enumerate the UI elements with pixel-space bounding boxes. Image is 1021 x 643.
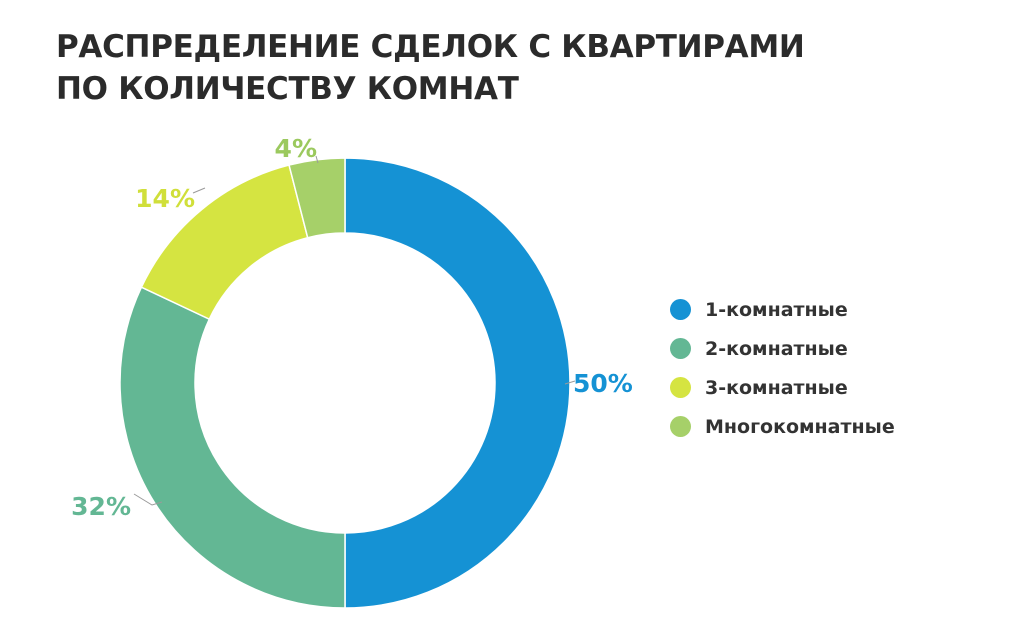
data-label-1-комнатные: 50%: [573, 369, 633, 398]
legend-marker-icon: [670, 416, 691, 437]
legend-marker-icon: [670, 338, 691, 359]
data-label-3-комнатные: 14%: [135, 184, 195, 213]
chart-title-line-1: РАСПРЕДЕЛЕНИЕ СДЕЛОК С КВАРТИРАМИ: [56, 29, 805, 65]
slice-2-комнатные: [119, 286, 346, 609]
leader-line-1-комнатные: [564, 380, 576, 385]
data-label-2-комнатные: 32%: [71, 492, 131, 521]
legend-item-2-комнатные: 2-комнатные: [670, 329, 895, 368]
data-label-многокомнатные: 4%: [275, 134, 317, 163]
leader-line-многокомнатные: [315, 155, 319, 164]
legend-label: 2-комнатные: [705, 337, 848, 360]
legend-item-3-комнатные: 3-комнатные: [670, 368, 895, 407]
slice-1-комнатные: [344, 157, 571, 609]
legend-marker-icon: [670, 299, 691, 320]
leader-line-3-комнатные: [192, 187, 206, 194]
legend: 1-комнатные 2-комнатные 3-комнатные Многоко…: [670, 290, 895, 446]
chart-title: РАСПРЕДЕЛЕНИЕ СДЕЛОК С КВАРТИРАМИ ПО КОЛ…: [56, 26, 805, 110]
leader-line-2-комнатные: [133, 493, 163, 506]
chart-title-line-2: ПО КОЛИЧЕСТВУ КОМНАТ: [56, 71, 519, 107]
legend-item-многокомнатные: Многокомнатные: [670, 407, 895, 446]
legend-label: 3-комнатные: [705, 376, 848, 399]
legend-label: 1-комнатные: [705, 298, 848, 321]
legend-item-1-комнатные: 1-комнатные: [670, 290, 895, 329]
legend-label: Многокомнатные: [705, 415, 895, 438]
legend-marker-icon: [670, 377, 691, 398]
slice-многокомнатные: [288, 157, 346, 239]
